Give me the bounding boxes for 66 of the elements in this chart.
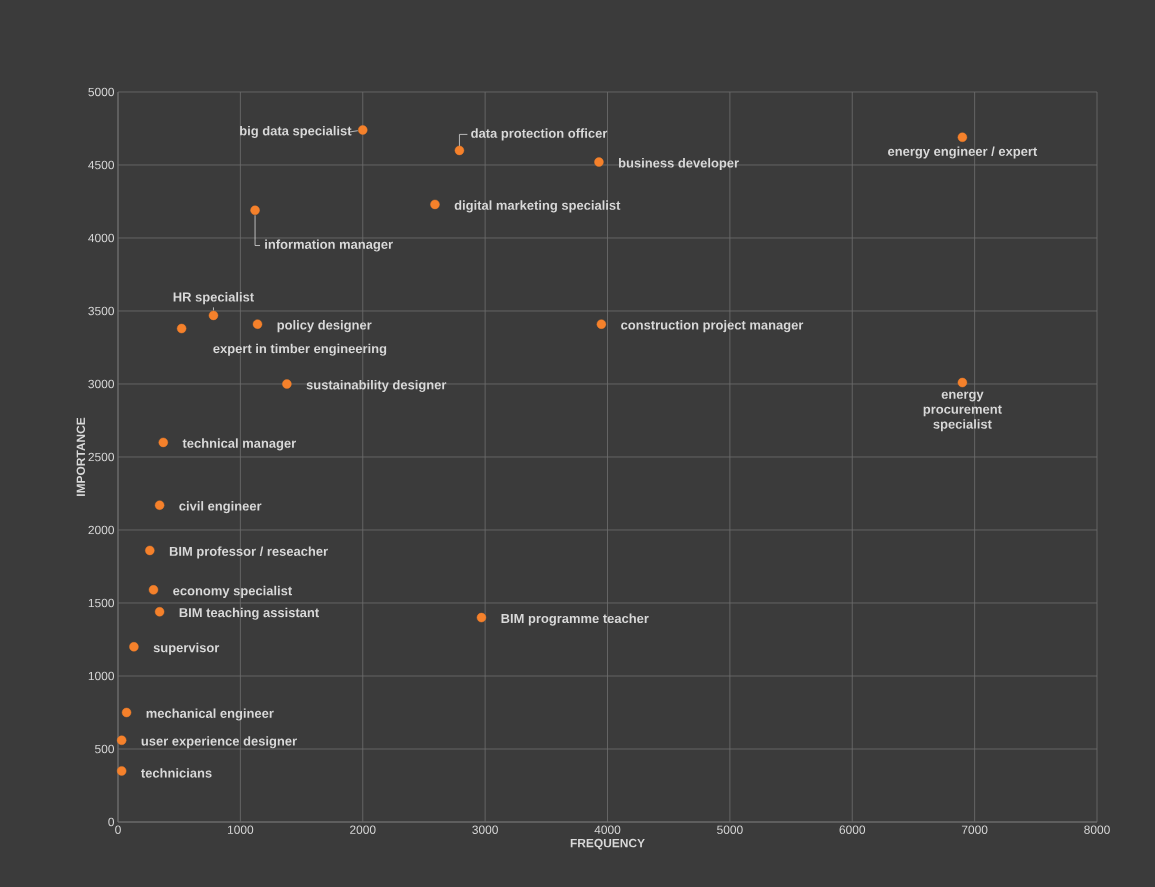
annotation: business developer [619,158,739,171]
annotation: BIM programme teacher [501,613,649,626]
annotation: big data specialist [240,125,352,139]
annotation: information manager [265,239,393,252]
y-tick-label: 3000 [88,379,115,389]
x-tick-label: 1000 [227,825,254,834]
point [208,310,219,321]
annotation: digital marketing specialist [454,200,621,213]
y-tick-label: 1000 [88,671,115,681]
point [116,735,127,745]
point [282,379,292,389]
point [430,199,440,210]
point [250,205,260,215]
annotation: technicians [141,768,212,778]
point [252,319,263,329]
x-tick-label: 6000 [839,825,866,834]
annotation: energy procurement specialist [923,391,1002,432]
point [154,500,165,510]
annotation: user experience designer [141,736,297,749]
point [454,145,465,156]
x-tick-label: 0 [115,825,121,834]
y-tick-label: 1500 [88,598,115,608]
x-axis-title: FREQUENCY [570,838,645,850]
point [116,766,127,776]
annotation: expert in timber engineering [213,343,387,356]
point [176,323,187,334]
y-tick-label: 3500 [88,306,115,316]
annotation: technical manager [182,438,296,451]
x-tick-label: 8000 [1084,825,1110,834]
y-tick-label: 2500 [88,452,115,462]
point [596,319,607,329]
y-tick-label: 5000 [88,87,115,97]
x-tick-label: 7000 [961,825,988,834]
x-tick-label: 5000 [717,825,743,834]
annotation: sustainability designer [306,379,447,393]
y-tick-label: 4000 [88,233,115,243]
x-tick-label: 2000 [350,825,376,834]
annotation: data protection officer [471,128,608,141]
y-tick-label: 500 [95,744,115,754]
point [957,377,968,388]
annotation: policy designer [277,320,372,333]
y-tick-label: 2000 [88,525,115,535]
annotation: mechanical engineer [146,708,274,721]
point [957,132,968,142]
x-tick-label: 4000 [594,825,621,834]
annotation: energy engineer / expert [888,146,1038,159]
point [594,157,604,167]
annotation: civil engineer [179,501,262,514]
annotation: BIM professor / reseacher [169,546,328,559]
y-tick-label: 0 [108,817,115,827]
point [158,437,168,448]
point [129,642,139,652]
annotation: construction project manager [621,320,804,333]
x-tick-label: 3000 [472,825,498,834]
annotation: HR specialist [173,292,254,305]
y-tick-label: 4500 [88,160,115,170]
point [145,545,155,556]
annotation: economy specialist [173,585,293,598]
y-axis-title: IMPORTANCE [76,417,86,496]
annotation: supervisor [153,642,220,655]
point [358,125,368,135]
point [476,612,487,623]
annotation: BIM teaching assistant [179,607,319,620]
point [154,607,165,617]
point [121,707,132,718]
point [148,585,159,595]
